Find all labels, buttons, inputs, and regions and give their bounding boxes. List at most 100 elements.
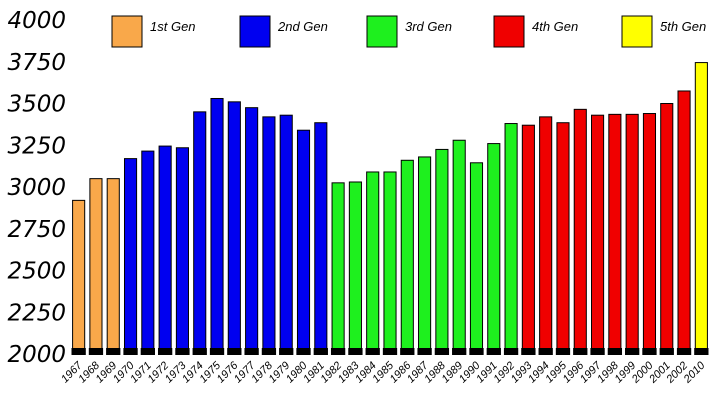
y-tick-label: 3000 [7,175,66,201]
bar-1981 [314,122,328,355]
legend-label: 4th Gen [532,19,578,34]
bar-1972 [158,145,172,355]
baseline-segment [71,348,86,355]
baseline-segment [313,348,328,355]
legend-swatch [493,15,525,48]
legend: 1st Gen 2nd Gen 3rd Gen 4th Gen 5th Gen [111,15,706,48]
legend-item: 3rd Gen [366,15,452,48]
baseline-segment [555,348,571,355]
bar-1996 [573,108,587,355]
baseline-segment [538,348,553,355]
legend-label: 3rd Gen [405,19,452,34]
bar-1997 [591,114,605,355]
baseline-segment [123,348,138,355]
bar-1976 [227,101,241,355]
baseline-segment [227,348,242,355]
baseline-segment [642,348,657,355]
bar-1975 [210,97,224,355]
bar-1973 [175,147,189,355]
bar-1992 [504,123,518,355]
baseline-segment [279,348,294,355]
baseline-segment [417,348,432,355]
bar-1982 [331,182,345,355]
baseline-segment [296,348,311,355]
bar-1974 [193,111,207,355]
bar-1988 [435,148,449,355]
y-tick-label: 4000 [7,8,66,34]
baseline-segment [365,348,380,355]
bar-1993 [521,124,535,355]
bars [72,62,708,355]
baseline-segment [382,348,398,355]
bar-2002 [677,90,691,355]
baseline-segment [625,348,640,355]
baseline-segment [676,348,692,355]
bar-1978 [262,116,276,355]
y-axis-ticks: 2000 2250 2500 2750 3000 3250 3500 3750 4000 [7,8,66,368]
baseline-segment [590,348,605,355]
baseline-segment [400,348,415,355]
bar-1967 [72,199,86,355]
legend-swatch [366,15,398,48]
bar-1977 [245,107,259,355]
bar-1969 [106,178,120,355]
baseline-segment [659,348,674,355]
bar-1980 [296,129,311,355]
baseline-segment [469,348,484,355]
bar-1991 [487,143,501,355]
legend-item: 1st Gen [111,15,196,48]
bar-2000 [642,113,657,355]
legend-label: 1st Gen [150,19,196,34]
legend-label: 5th Gen [660,19,706,34]
baseline-segment [503,348,519,355]
y-tick-label: 2250 [7,300,66,326]
y-tick-label: 2500 [7,259,66,285]
y-tick-label: 3250 [7,133,66,159]
baseline-segment [88,348,104,355]
baseline-segment [244,348,259,355]
bar-1994 [539,116,553,355]
bar-1968 [89,178,103,355]
y-tick-label: 3750 [7,50,66,76]
bar-1990 [469,162,484,355]
baseline-segment [157,348,173,355]
bar-1971 [141,150,155,355]
bar-1999 [625,113,639,355]
y-tick-label: 2750 [7,217,66,243]
y-tick-label: 3500 [7,92,66,118]
bar-2010 [694,62,708,355]
bar-1998 [608,113,622,355]
baseline-segment [209,348,225,355]
bar-1970 [123,158,138,355]
baseline-segment [261,348,277,355]
baseline-segment [452,348,467,355]
legend-item: 4th Gen [493,15,578,48]
bar-1987 [418,156,432,355]
bar-1989 [452,139,466,355]
legend-item: 5th Gen [621,15,706,48]
legend-swatch [239,15,271,48]
legend-label: 2nd Gen [277,19,328,34]
bar-1986 [400,159,414,355]
y-tick-label: 2000 [7,342,66,368]
baseline-segment [486,348,501,355]
legend-swatch [111,15,143,48]
baseline-segment [521,348,536,355]
baseline-segment [192,348,207,355]
x-axis-ticks: 1967196819691970197119721973197419751976… [59,359,708,386]
bar-2001 [660,103,674,355]
bar-1984 [366,171,380,355]
legend-item: 2nd Gen [239,15,328,48]
bar-1985 [383,171,397,355]
baseline-segment [573,348,588,355]
baseline-segment [175,348,190,355]
bar-1995 [556,122,570,355]
bar-1983 [348,181,362,355]
baseline-segment [140,348,155,355]
baseline-segment [330,348,346,355]
baseline-segment [106,348,121,355]
baseline-segment [607,348,623,355]
baseline-segment [348,348,363,355]
